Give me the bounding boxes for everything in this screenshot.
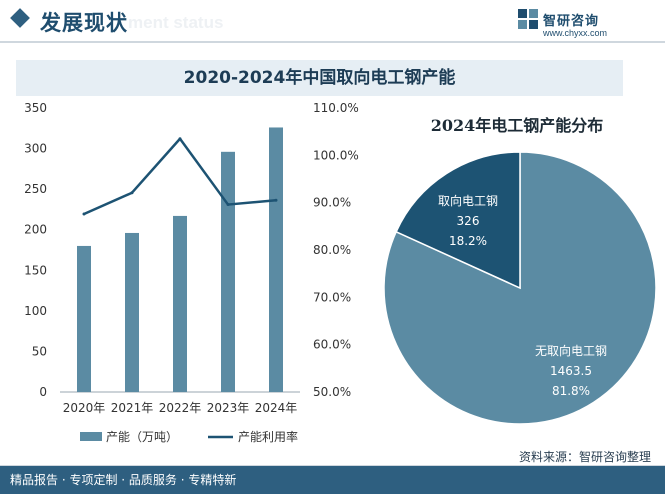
bar-series (77, 127, 283, 392)
category-label: 2022年 (159, 401, 202, 415)
legend-line-label: 产能利用率 (238, 429, 298, 444)
category-label: 2020年 (63, 401, 106, 415)
left-tick-label: 100 (24, 304, 47, 318)
utilization-point-2024年 (274, 198, 278, 202)
pie-slice-oriented (395, 151, 521, 290)
pie-slice-non-oriented (383, 151, 657, 425)
utilization-point-2022年 (178, 137, 182, 141)
right-tick-label: 60.0% (313, 338, 351, 352)
bar-2021年 (125, 232, 139, 392)
pie-label-oriented-percent: 18.2% (449, 234, 487, 248)
pie-label-non-oriented-percent: 81.8% (552, 384, 590, 398)
line-series (82, 137, 278, 216)
brand-logo: 智研咨询 www.chyxx.com (517, 6, 647, 44)
left-tick-label: 150 (24, 263, 47, 277)
right-tick-label: 50.0% (313, 385, 351, 399)
category-labels: 2020年 2021年 2022年 2023年 2024年 (63, 401, 298, 415)
source-note: 资料来源：智研咨询整理 (518, 450, 651, 464)
chart-title-band: 2020-2024年中国取向电工钢产能 (16, 60, 623, 96)
header: ment status 发展现状 智研咨询 www.chyxx.com (0, 0, 665, 44)
category-label: 2023年 (207, 401, 250, 415)
footer-slogan: 精品报告 · 专项定制 · 品质服务 · 专精特新 (10, 473, 237, 487)
pie-label-oriented-value: 326 (457, 214, 480, 228)
left-tick-label: 0 (39, 385, 47, 399)
combo-chart-title: 2020-2024年中国取向电工钢产能 (183, 68, 456, 88)
right-tick-label: 70.0% (313, 290, 351, 304)
pie-chart: 取向电工钢 326 18.2% 无取向电工钢 1463.5 81.8% (383, 151, 657, 425)
right-tick-label: 90.0% (313, 196, 351, 210)
utilization-line (83, 137, 277, 216)
bar-2022年 (173, 215, 187, 392)
utilization-point-2023年 (226, 203, 230, 207)
pie-chart-title: 2024年电工钢产能分布 (431, 116, 604, 135)
category-label: 2021年 (111, 401, 154, 415)
bar-2020年 (77, 245, 91, 392)
footer-divider (0, 465, 665, 466)
category-label: 2024年 (255, 401, 298, 415)
right-axis-ticks: 50.0% 60.0% 70.0% 80.0% 90.0% 100.0% 110.0% (313, 101, 359, 399)
bar-2024年 (269, 127, 283, 392)
utilization-point-2020年 (82, 212, 86, 216)
right-tick-label: 100.0% (313, 148, 359, 162)
header-watermark: ment status (128, 13, 224, 32)
left-tick-label: 250 (24, 182, 47, 196)
brand-url: www.chyxx.com (543, 28, 608, 38)
left-tick-label: 50 (32, 344, 47, 358)
page-title: 发展现状 (40, 11, 128, 35)
pie-label-non-oriented-name: 无取向电工钢 (535, 343, 607, 358)
left-tick-label: 300 (24, 142, 47, 156)
left-tick-label: 350 (24, 101, 47, 115)
right-tick-label: 110.0% (313, 101, 359, 115)
brand-name: 智研咨询 (543, 14, 600, 29)
left-tick-label: 200 (24, 223, 47, 237)
combo-legend: 产能（万吨） 产能利用率 (80, 429, 298, 444)
pie-label-oriented-name: 取向电工钢 (438, 193, 498, 208)
left-axis-ticks: 0 50 100 150 200 250 300 350 (24, 101, 47, 399)
header-divider (0, 41, 665, 43)
brand-logo-icon (518, 9, 538, 29)
bar-2023年 (221, 151, 235, 392)
utilization-point-2021年 (130, 191, 134, 195)
footer-bar: 精品报告 · 专项定制 · 品质服务 · 专精特新 (0, 466, 665, 494)
legend-bar-swatch (80, 432, 102, 441)
legend-bar-label: 产能（万吨） (106, 430, 178, 444)
right-tick-label: 80.0% (313, 243, 351, 257)
pie-label-non-oriented-value: 1463.5 (550, 364, 592, 378)
